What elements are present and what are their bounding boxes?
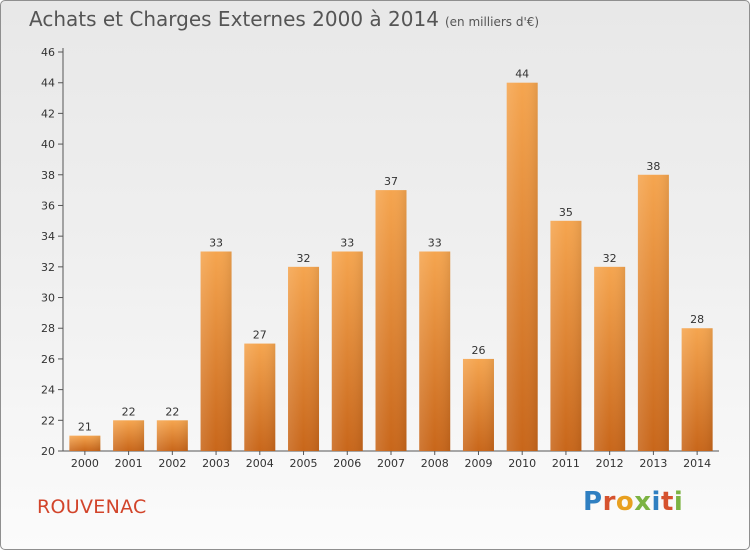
bar-value-label: 33 <box>340 237 354 250</box>
y-tick-label: 44 <box>41 77 55 90</box>
logo-letter: o <box>615 487 635 517</box>
x-tick-label: 2011 <box>552 457 580 470</box>
proxiti-logo: Proxiti <box>583 487 683 517</box>
bar-value-label: 32 <box>603 252 617 265</box>
y-tick-label: 32 <box>41 261 55 274</box>
bar-shade <box>200 251 232 451</box>
x-tick-label: 2001 <box>115 457 143 470</box>
y-tick-label: 28 <box>41 322 55 335</box>
bar-value-label: 26 <box>471 344 485 357</box>
x-tick-label: 2012 <box>596 457 624 470</box>
y-tick-label: 24 <box>41 384 55 397</box>
bar-shade <box>594 266 626 451</box>
x-tick-label: 2000 <box>71 457 99 470</box>
x-tick-label: 2008 <box>421 457 449 470</box>
logo-letter: x <box>634 487 652 517</box>
bar-shade <box>69 435 101 451</box>
bar-value-label: 33 <box>209 237 223 250</box>
bar-value-label: 44 <box>515 68 529 81</box>
bar-shade <box>419 251 451 451</box>
bar-shade <box>113 420 145 451</box>
logo-letter: P <box>583 487 603 517</box>
x-tick-label: 2006 <box>333 457 361 470</box>
x-tick-label: 2010 <box>508 457 536 470</box>
y-tick-label: 34 <box>41 230 55 243</box>
bar-value-label: 35 <box>559 206 573 219</box>
bar-value-label: 28 <box>690 313 704 326</box>
logo-letter: r <box>602 487 616 517</box>
y-tick-label: 20 <box>41 445 55 458</box>
chart-subtitle: (en milliers d'€) <box>444 15 540 29</box>
bar-shade <box>288 266 320 451</box>
y-tick-label: 36 <box>41 199 55 212</box>
bar-value-label: 22 <box>165 405 179 418</box>
x-tick-label: 2003 <box>202 457 230 470</box>
bar-value-label: 32 <box>297 252 311 265</box>
bar-value-label: 21 <box>78 421 92 434</box>
y-tick-label: 30 <box>41 292 55 305</box>
y-tick-label: 38 <box>41 169 55 182</box>
bar-value-label: 22 <box>122 405 136 418</box>
bar-value-label: 37 <box>384 175 398 188</box>
chart-title: Achats et Charges Externes 2000 à 2014 (e… <box>29 7 539 31</box>
bar-shade <box>506 82 538 451</box>
bar-shade <box>331 251 363 451</box>
bar-value-label: 38 <box>646 160 660 173</box>
y-tick-label: 26 <box>41 353 55 366</box>
x-tick-label: 2009 <box>464 457 492 470</box>
x-tick-label: 2007 <box>377 457 405 470</box>
y-tick-label: 40 <box>41 138 55 151</box>
logo-letter: i <box>673 487 684 517</box>
bar-value-label: 27 <box>253 329 267 342</box>
logo-letter: i <box>651 487 661 517</box>
x-tick-label: 2002 <box>158 457 186 470</box>
x-tick-label: 2013 <box>639 457 667 470</box>
bar-shade <box>156 420 188 451</box>
bar-value-label: 33 <box>428 237 442 250</box>
commune-name: ROUVENAC <box>37 496 147 518</box>
chart-title-text: Achats et Charges Externes 2000 à 2014 <box>29 7 439 31</box>
y-tick-label: 42 <box>41 107 55 120</box>
bar-shade <box>462 358 494 451</box>
logo-letter: t <box>660 487 674 517</box>
y-tick-label: 46 <box>41 46 55 59</box>
bar-shade <box>550 220 582 451</box>
bar-shade <box>244 343 276 451</box>
bar-shade <box>375 190 407 451</box>
y-tick-label: 22 <box>41 414 55 427</box>
x-tick-label: 2005 <box>290 457 318 470</box>
x-tick-label: 2014 <box>683 457 711 470</box>
x-tick-label: 2004 <box>246 457 274 470</box>
bar-shade <box>681 328 713 451</box>
bar-shade <box>637 174 669 451</box>
